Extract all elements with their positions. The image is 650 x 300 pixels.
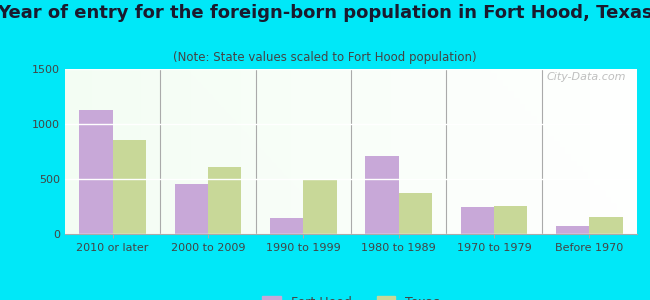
Bar — [112, 140, 146, 234]
Text: City-Data.com: City-Data.com — [546, 72, 625, 82]
Bar — [304, 180, 337, 234]
Legend: Fort Hood, Texas: Fort Hood, Texas — [257, 290, 445, 300]
Bar — [590, 217, 623, 234]
Text: Year of entry for the foreign-born population in Fort Hood, Texas: Year of entry for the foreign-born popul… — [0, 4, 650, 22]
Bar — [79, 110, 112, 234]
Bar — [365, 156, 398, 234]
Bar — [208, 167, 241, 234]
Bar — [175, 184, 208, 234]
Bar — [270, 218, 304, 234]
Text: (Note: State values scaled to Fort Hood population): (Note: State values scaled to Fort Hood … — [173, 51, 477, 64]
Bar — [461, 206, 494, 234]
Bar — [398, 193, 432, 234]
Bar — [556, 226, 590, 234]
Bar — [494, 206, 527, 234]
